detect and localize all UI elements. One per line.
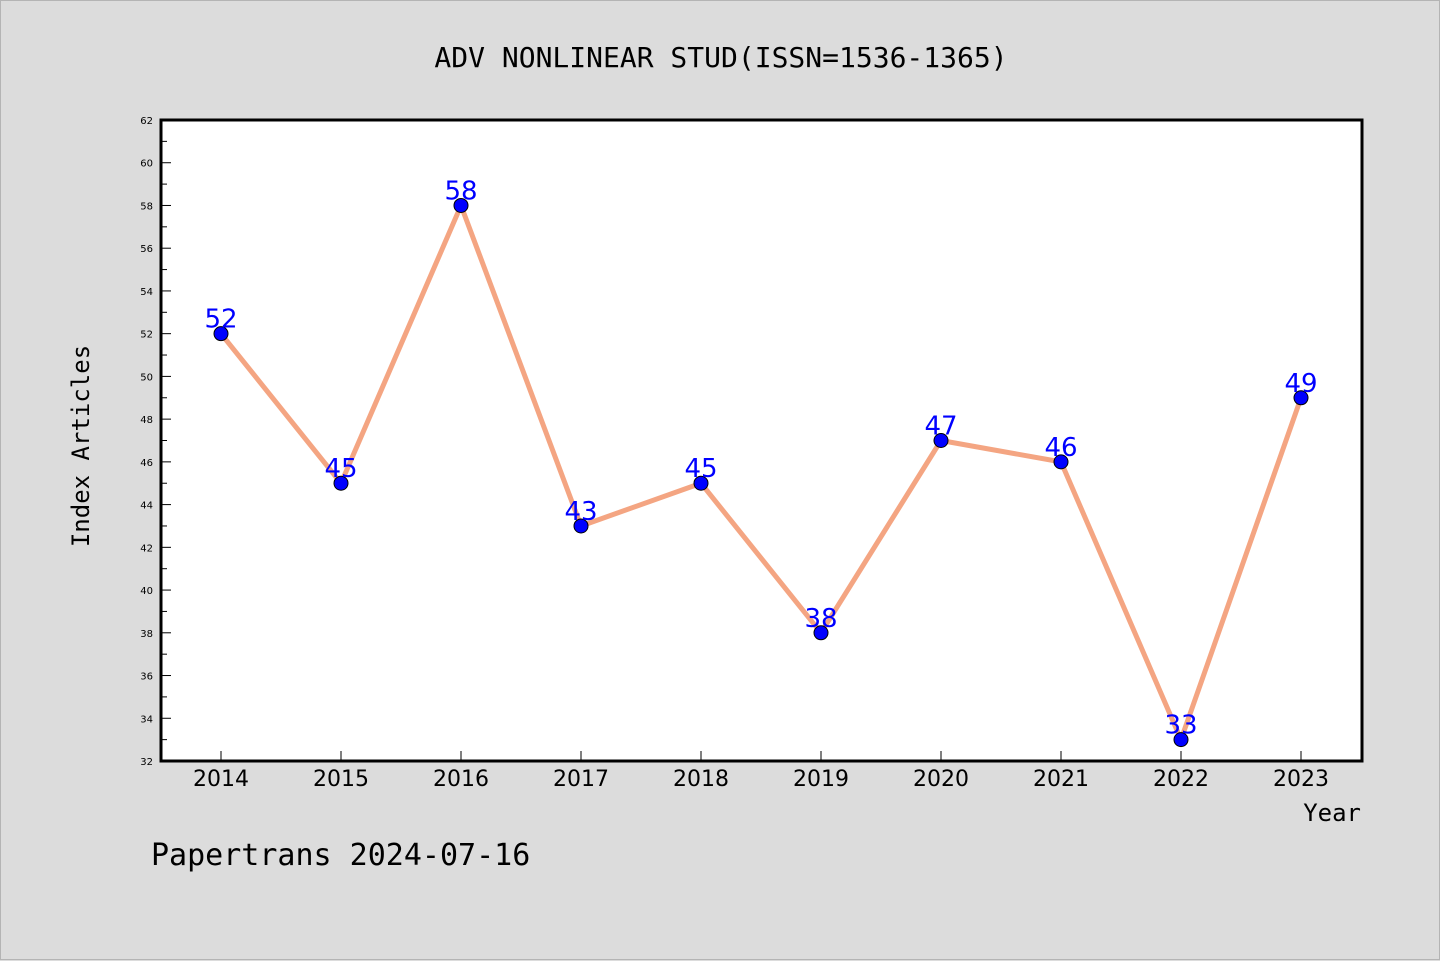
data-point [453,197,469,213]
series-line: 52 45 58 43 45 38 47 46 33 49 [204,176,1318,748]
y-tick-label: 62 [140,116,153,127]
x-tick-label: 2018 [673,767,729,792]
y-tick-label: 60 [140,159,153,170]
data-point [1293,390,1309,406]
plot-area [159,118,1364,763]
data-label: 43 [564,497,597,527]
x-axis-label: Year [1303,799,1361,827]
x-tick-label: 2014 [193,767,249,792]
data-label: 52 [204,305,237,335]
y-tick-label: 46 [140,458,153,469]
x-tick-label: 2019 [793,767,849,792]
y-axis: 32 34 36 38 40 42 44 46 48 50 52 54 56 58 60 62 [140,116,171,768]
x-axis: 2014 2015 2016 2017 2018 2019 2020 2021 2022 2023 [193,751,1329,792]
data-point [1173,732,1189,748]
chart-title: ADV NONLINEAR STUD(ISSN=1536-1365) [434,41,1007,74]
x-tick-label: 2016 [433,767,489,792]
y-tick-label: 36 [140,672,153,683]
data-label: 49 [1284,369,1317,399]
y-tick-label: 38 [140,629,153,640]
y-axis-label: Index Articles [67,345,95,547]
y-tick-label: 50 [140,372,153,383]
x-tick-label: 2022 [1153,767,1209,792]
footer-credit: Papertrans 2024-07-16 [151,838,530,873]
data-point [573,518,589,534]
data-label: 46 [1044,433,1077,463]
y-tick-label: 56 [140,244,153,255]
data-point [213,326,229,342]
data-point [333,475,349,491]
y-tick-label: 52 [140,330,153,341]
x-tick-label: 2020 [913,767,969,792]
y-tick-label: 34 [140,714,153,725]
data-label: 33 [1164,711,1197,741]
x-tick-label: 2023 [1273,767,1329,792]
data-label: 58 [444,176,477,206]
data-point [933,433,949,448]
x-tick-label: 2021 [1033,767,1089,792]
y-tick-label: 32 [140,757,153,768]
data-point [693,475,709,491]
y-tick-label: 58 [140,201,153,212]
x-tick-label: 2015 [313,767,369,792]
data-label: 45 [684,454,717,484]
y-tick-label: 44 [140,501,153,512]
y-tick-label: 54 [140,287,153,298]
y-tick-label: 42 [140,543,153,554]
x-tick-label: 2017 [553,767,609,792]
y-tick-label: 40 [140,586,153,597]
y-tick-label: 48 [140,415,153,426]
data-label: 38 [804,604,837,634]
data-label: 47 [924,412,957,442]
series-line-path [219,202,1304,743]
data-label: 45 [324,454,357,484]
data-point [1053,454,1069,470]
data-point [813,625,829,641]
